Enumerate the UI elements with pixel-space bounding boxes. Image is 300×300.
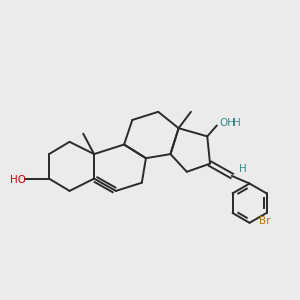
Text: Br: Br <box>260 216 271 226</box>
Text: HO: HO <box>10 175 26 185</box>
Text: H: H <box>238 164 246 174</box>
Text: OH: OH <box>220 118 236 128</box>
Text: H: H <box>233 118 241 128</box>
